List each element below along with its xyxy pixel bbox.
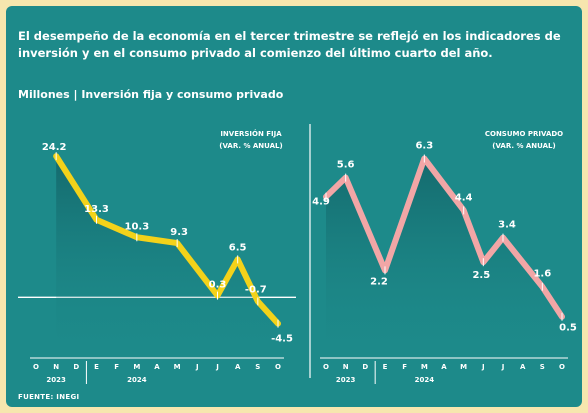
subhead: Millones | Inversión fija y consumo priv…	[18, 88, 284, 101]
data-label: 24.2	[42, 142, 67, 153]
data-label: 9.3	[170, 227, 188, 238]
chart-title: INVERSIÓN FIJA	[220, 129, 282, 138]
series-area	[326, 158, 562, 358]
data-label: 10.3	[124, 221, 149, 232]
data-label: 2.5	[472, 270, 490, 281]
data-label: -0.7	[245, 284, 267, 295]
charts-svg: INVERSIÓN FIJA (VAR. % ANUAL) 24.2 13.3 10.3…	[18, 124, 577, 384]
data-label: 4.9	[312, 197, 330, 208]
x-tick-label: D	[73, 363, 79, 371]
data-label: 2.2	[370, 276, 388, 287]
year-label: 2024	[127, 376, 147, 384]
x-tick-label: O	[33, 363, 39, 371]
x-tick-label: N	[343, 363, 349, 371]
data-label: 0.5	[559, 323, 577, 334]
series-line	[53, 153, 281, 327]
x-tick-label: N	[53, 363, 59, 371]
infographic-panel: El desempeño de la economía en el tercer…	[6, 6, 582, 407]
x-tick-label: O	[559, 363, 565, 371]
year-label: 2023	[46, 376, 66, 384]
data-label: 6.3	[415, 141, 433, 152]
x-tick-label: A	[441, 363, 447, 371]
year-label: 2024	[415, 376, 435, 384]
chart-title: CONSUMO PRIVADO	[485, 130, 563, 138]
chart-subtitle: (VAR. % ANUAL)	[492, 142, 555, 150]
source-credit: FUENTE: INEGI	[18, 393, 80, 401]
x-tick-label: O	[275, 363, 281, 371]
x-tick-label: J	[481, 363, 485, 371]
x-tick-label: E	[94, 363, 99, 371]
data-label: 6.5	[229, 242, 247, 253]
chart-subtitle: (VAR. % ANUAL)	[219, 142, 282, 150]
data-label: 3.4	[498, 220, 516, 231]
series-area	[56, 156, 278, 358]
data-label: 4.4	[455, 192, 473, 203]
x-tick-label: A	[520, 363, 526, 371]
x-tick-label: A	[154, 363, 160, 371]
x-tick-label: J	[195, 363, 199, 371]
x-tick-label: M	[460, 363, 467, 371]
x-tick-label: A	[235, 363, 241, 371]
headline-line-1: El desempeño de la economía en el tercer…	[18, 29, 561, 43]
data-label: 5.6	[337, 160, 355, 171]
data-label: -4.5	[271, 334, 293, 345]
x-tick-label: F	[402, 363, 407, 371]
x-tick-label: S	[255, 363, 260, 371]
x-tick-label: M	[421, 363, 428, 371]
data-label: 1.6	[533, 269, 551, 280]
x-tick-label: M	[133, 363, 140, 371]
x-tick-label: J	[501, 363, 505, 371]
x-tick-label: O	[323, 363, 329, 371]
x-tick-label: S	[540, 363, 545, 371]
headline-line-2: inversión y en el consumo privado al com…	[18, 46, 493, 60]
data-label: 13.3	[84, 204, 109, 215]
x-tick-label: M	[174, 363, 181, 371]
x-tick-label: F	[114, 363, 119, 371]
x-tick-label: D	[362, 363, 368, 371]
headline: El desempeño de la economía en el tercer…	[18, 28, 570, 62]
data-label: 0.3	[209, 280, 227, 291]
x-tick-label: J	[215, 363, 219, 371]
year-label: 2023	[336, 376, 356, 384]
x-tick-label: E	[383, 363, 388, 371]
